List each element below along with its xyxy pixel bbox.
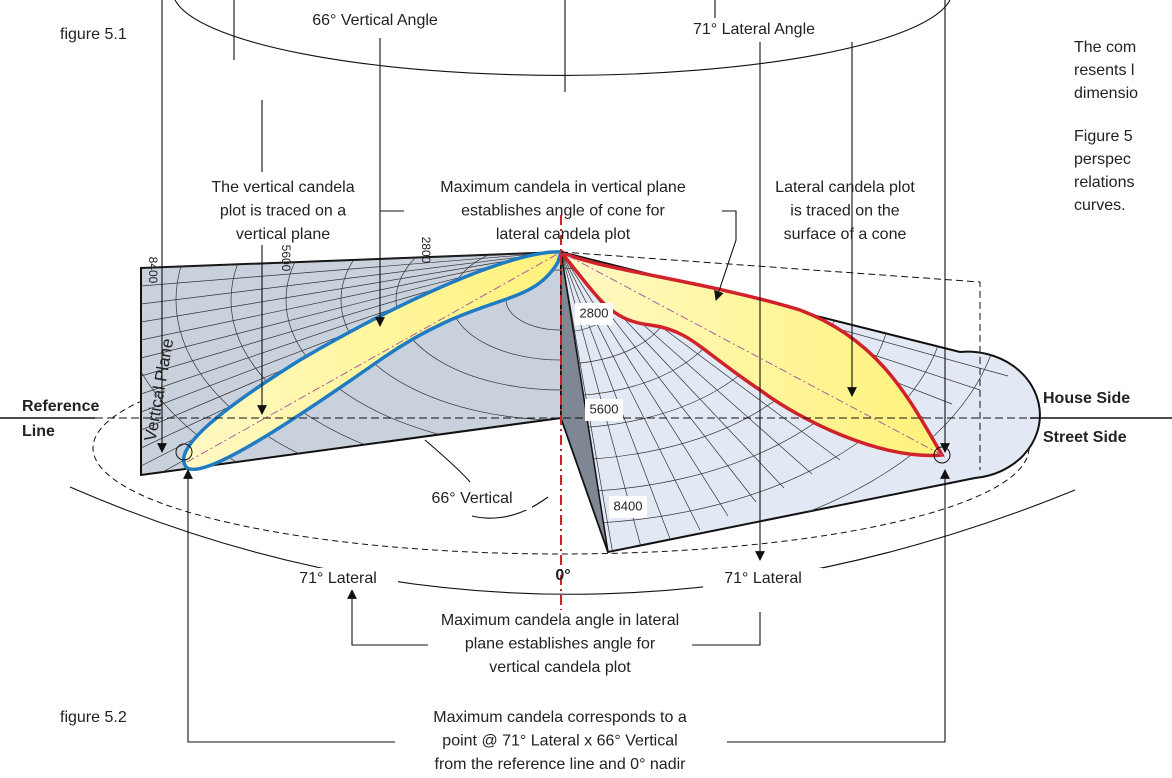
label-bg	[278, 568, 398, 590]
callout-text: Maximum candela in vertical plane	[440, 179, 686, 196]
candela-tick: 2800	[580, 305, 609, 320]
grid-line	[141, 252, 561, 287]
callout-text: plot is traced on a	[220, 203, 346, 220]
callout-text: Maximum candela angle in lateral	[441, 612, 679, 629]
label-bg	[585, 399, 623, 421]
callout-text: The vertical candela	[211, 179, 354, 196]
side-text: dimensio	[1074, 85, 1138, 102]
side-text: Figure 5	[1074, 128, 1133, 145]
callout-text: establishes angle of cone for	[461, 203, 665, 220]
grid-line	[141, 252, 561, 269]
callout-text: vertical candela plot	[489, 659, 631, 676]
callout-text: Lateral candela plot	[775, 179, 915, 196]
grid-arc	[395, 252, 561, 391]
label-bg	[412, 488, 532, 510]
grid-arc	[230, 252, 561, 475]
grid-line	[561, 252, 701, 531]
label-bg	[703, 568, 823, 590]
side-text: relations	[1074, 174, 1134, 191]
candela-tick: 2800	[419, 237, 433, 264]
side-text: perspec	[1074, 151, 1131, 168]
angle-label: 71° Lateral Angle	[693, 21, 815, 38]
side-text: resents l	[1074, 62, 1134, 79]
angle-label: 71° Lateral	[299, 570, 377, 587]
label-bg	[609, 496, 647, 518]
angle-label: 66° Vertical Angle	[312, 12, 438, 29]
angle-label: 0°	[555, 567, 570, 584]
figure-label: figure 5.2	[60, 709, 127, 726]
label-bg	[575, 303, 613, 325]
angle-label: 71° Lateral	[724, 570, 802, 587]
side-text: curves.	[1074, 197, 1126, 214]
side-label: Street Side	[1043, 429, 1127, 446]
grid-line	[561, 252, 729, 517]
callout-text: lateral candela plot	[496, 226, 631, 243]
callout-text: Maximum candela corresponds to a	[433, 709, 687, 726]
side-label: Line	[22, 423, 55, 440]
callout-text: is traced on the	[790, 203, 900, 220]
figure-label: figure 5.1	[60, 26, 127, 43]
candela-tick: 5600	[279, 245, 293, 272]
callout-text: point @ 71° Lateral x 66° Vertical	[442, 733, 677, 750]
side-text: The com	[1074, 39, 1136, 56]
grid-arc	[175, 252, 561, 475]
decoration	[0, 0, 1172, 743]
angle-label: 66° Vertical	[431, 490, 512, 507]
grid-line	[561, 252, 673, 545]
grid-line	[141, 252, 561, 305]
candela-tick: 5600	[590, 401, 619, 416]
side-label: House Side	[1043, 390, 1130, 407]
candela-tick: 8400	[146, 257, 160, 284]
labels: figure 5.1 figure 5.2 66° Vertical Angle 71…	[22, 12, 1138, 773]
grid-line	[141, 252, 561, 323]
callout-text: from the reference line and 0° nadir	[435, 756, 687, 773]
side-label: Reference	[22, 398, 99, 415]
callout-text: surface of a cone	[784, 226, 907, 243]
grid-arc	[285, 252, 561, 451]
callout-text: plane establishes angle for	[465, 636, 656, 653]
candela-tick: 8400	[614, 498, 643, 513]
callout-text: vertical plane	[236, 226, 330, 243]
grid-arc	[340, 252, 561, 421]
